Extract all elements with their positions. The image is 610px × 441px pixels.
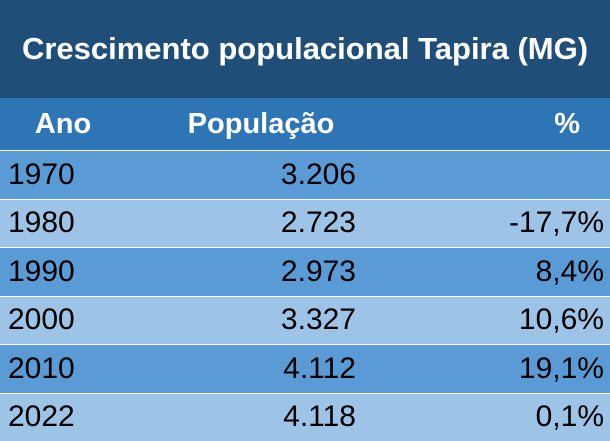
header-populacao: População xyxy=(187,107,335,140)
cell-populacao: 4.118 xyxy=(283,400,356,434)
cell-ano: 2010 xyxy=(8,351,75,385)
table-row: 2000 3.327 10,6% xyxy=(0,295,610,344)
cell-populacao: 2.973 xyxy=(280,254,356,288)
table-header: Ano População % xyxy=(0,98,610,150)
table-row: 1990 2.973 8,4% xyxy=(0,247,610,296)
table-row: 1980 2.723 -17,7% xyxy=(0,198,610,247)
header-percent: % xyxy=(554,107,580,140)
cell-populacao: 3.206 xyxy=(280,157,356,191)
table-row: 2022 4.118 0,1% xyxy=(0,392,610,441)
table-row: 1970 3.206 xyxy=(0,150,610,199)
cell-ano: 1990 xyxy=(8,254,75,288)
cell-percent: 8,4% xyxy=(535,254,604,288)
table-title: Crescimento populacional Tapira (MG) xyxy=(0,0,610,98)
cell-ano: 1980 xyxy=(8,206,75,240)
cell-populacao: 2.723 xyxy=(280,206,356,240)
cell-ano: 2000 xyxy=(8,303,75,337)
cell-populacao: 3.327 xyxy=(280,303,356,337)
header-ano: Ano xyxy=(34,107,92,140)
cell-percent: 19,1% xyxy=(518,351,604,385)
cell-percent: 10,6% xyxy=(518,303,604,337)
cell-percent: -17,7% xyxy=(508,206,604,240)
cell-ano: 1970 xyxy=(8,157,75,191)
cell-ano: 2022 xyxy=(8,400,75,434)
table-row: 2010 4.112 19,1% xyxy=(0,344,610,393)
cell-populacao: 4.112 xyxy=(283,351,356,385)
cell-percent: 0,1% xyxy=(535,400,604,434)
